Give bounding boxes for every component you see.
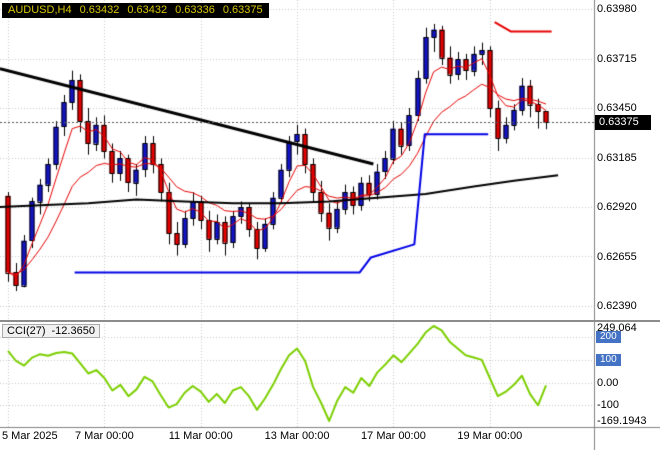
time-axis-label: 7 Mar 00:00 [75, 430, 134, 442]
cci-level-badge: 200 [596, 331, 621, 344]
price-axis-label: 0.62920 [597, 201, 637, 213]
price-axis-label: 0.62390 [597, 300, 637, 312]
cci-axis-label: -169.1943 [597, 415, 647, 427]
price-axis-label: 0.63450 [597, 102, 637, 114]
ohlc-high: 0.63432 [127, 4, 168, 16]
time-axis-label: 19 Mar 00:00 [457, 430, 523, 442]
indicator-name: CCI(27) [7, 325, 46, 337]
ohlc-low: 0.63336 [175, 4, 215, 16]
indicator-value: -12.3650 [51, 325, 95, 337]
ohlc-close: 0.63375 [222, 4, 263, 16]
price-axis-label: 0.63185 [597, 151, 637, 164]
symbol-label: AUDUSD,H4 [8, 4, 72, 16]
time-axis-label: 13 Mar 00:00 [264, 430, 330, 442]
time-axis-label: 17 Mar 00:00 [361, 430, 426, 442]
cci-axis-label: 249.064 [597, 322, 637, 334]
cci-axis-label: 0.00 [597, 376, 619, 389]
time-axis-label: 5 Mar 2025 [2, 430, 58, 442]
price-axis-label: 0.62655 [597, 250, 637, 263]
price-axis-label: 0.63715 [597, 52, 637, 65]
cci-axis-label: -100 [597, 399, 620, 412]
ohlc-open: 0.63432 [79, 4, 120, 16]
panel-divider[interactable] [0, 320, 660, 322]
chart-header: AUDUSD,H4 0.63432 0.63432 0.63336 0.6337… [2, 3, 269, 18]
current-price-badge: 0.63375 [595, 115, 651, 130]
cci-level-badge: 100 [596, 353, 621, 366]
time-axis-label: 11 Mar 00:00 [168, 430, 233, 442]
indicator-header: CCI(27) -12.3650 [2, 324, 100, 338]
price-axis-label: 0.63980 [597, 3, 637, 15]
